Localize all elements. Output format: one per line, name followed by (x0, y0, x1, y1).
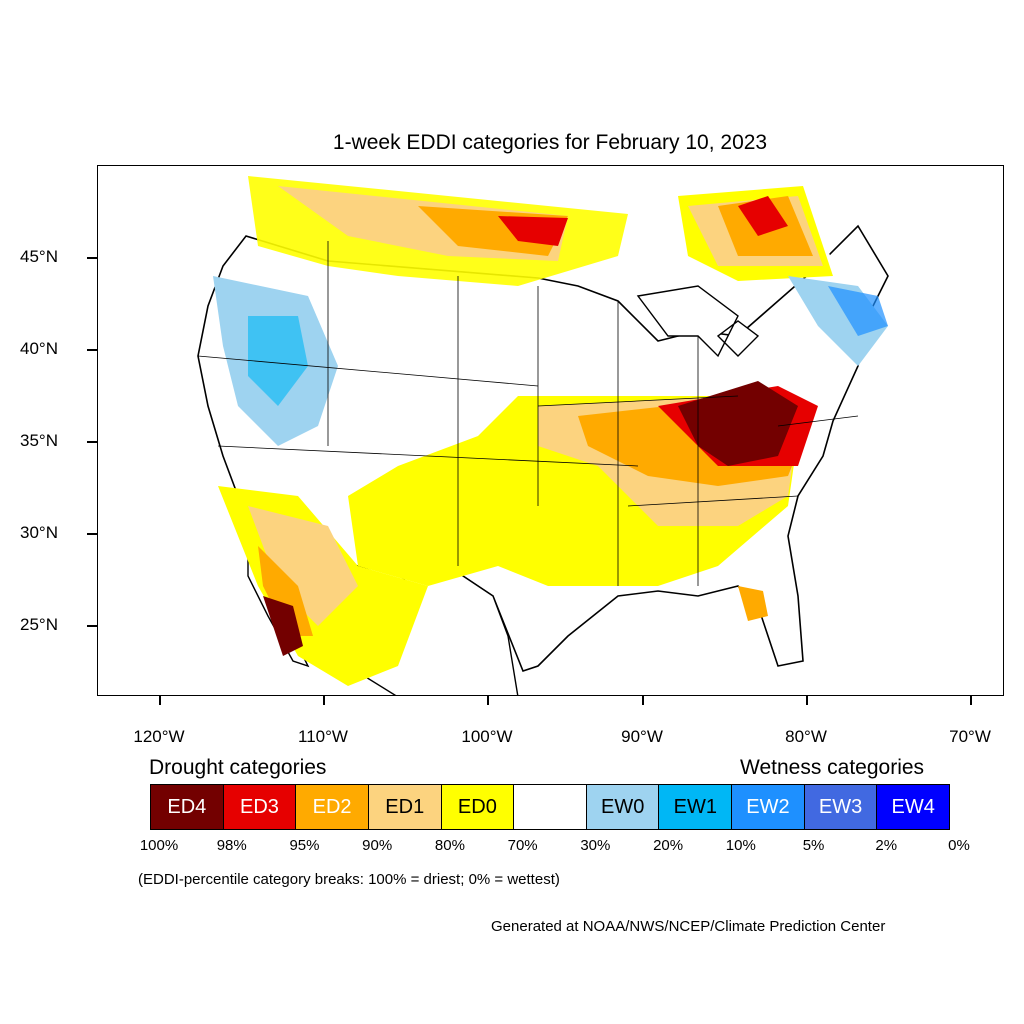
category-breaks-note: (EDDI-percentile category breaks: 100% =… (138, 871, 560, 888)
ed2-region-baja (258, 546, 313, 636)
great-lakes (636, 285, 760, 358)
lon-label: 70°W (949, 727, 991, 746)
legend-swatch-ew2: EW2 (732, 785, 805, 829)
percentile-label: 100% (139, 837, 179, 854)
lat-label: 40°N (20, 339, 58, 358)
lon-label: 120°W (133, 727, 185, 746)
percentile-label: 80% (434, 837, 465, 854)
legend-swatch-ed4: ED4 (151, 785, 224, 829)
map-panel (97, 165, 1004, 696)
ed4-region-baja (263, 596, 303, 656)
legend-swatch-ew3: EW3 (804, 785, 878, 829)
legend-swatch-ew4: EW4 (877, 785, 950, 829)
state-borders (197, 241, 859, 586)
percentile-label: 95% (289, 837, 320, 854)
legend-swatch-ed0: ED0 (441, 785, 515, 829)
legend-swatch-ed1: ED1 (368, 785, 442, 829)
lat-label: 35°N (20, 431, 58, 450)
percentile-label: 2% (875, 837, 898, 854)
lat-label: 30°N (20, 523, 58, 542)
lon-tick (159, 696, 161, 705)
category-legend: ED4 ED3 ED2 ED1 ED0 EW0 EW1 EW2 EW3 EW4 (150, 784, 950, 830)
lat-tick (87, 441, 97, 443)
percentile-label: 30% (580, 837, 611, 854)
eddi-map (197, 171, 889, 695)
lon-tick (323, 696, 325, 705)
lat-tick (87, 257, 97, 259)
lat-tick (87, 533, 97, 535)
lat-tick (87, 349, 97, 351)
percentile-label: 90% (362, 837, 393, 854)
ed4-region-ohio-valley (678, 381, 798, 466)
legend-swatch-ed3: ED3 (223, 785, 297, 829)
credit-line: Generated at NOAA/NWS/NCEP/Climate Predi… (491, 918, 886, 935)
lon-label: 90°W (621, 727, 663, 746)
ed1-region-southwest (248, 506, 358, 626)
ew1-region-northwest (248, 316, 308, 406)
percentile-label: 20% (653, 837, 684, 854)
percentile-label: 70% (507, 837, 538, 854)
lat-label: 45°N (20, 247, 58, 266)
lon-label: 100°W (461, 727, 513, 746)
lon-tick (642, 696, 644, 705)
ed3-region-northeast (738, 196, 788, 236)
percentile-label: 0% (948, 837, 970, 854)
wetness-categories-title: Wetness categories (740, 756, 925, 779)
legend-swatch-ew1: EW1 (659, 785, 733, 829)
lon-tick (806, 696, 808, 705)
lon-tick (970, 696, 972, 705)
map-title: 1-week EDDI categories for February 10, … (332, 131, 768, 154)
drought-categories-title: Drought categories (149, 756, 327, 779)
legend-swatch-ew0: EW0 (586, 785, 660, 829)
legend-swatch-ed2: ED2 (296, 785, 369, 829)
ew2-region-northeast (828, 286, 888, 336)
percentile-label: 5% (802, 837, 825, 854)
ed2-region-florida (738, 586, 768, 621)
lon-tick (487, 696, 489, 705)
legend-swatch-neutral (514, 785, 587, 829)
lat-label: 25°N (20, 615, 58, 634)
lon-label: 80°W (785, 727, 827, 746)
lat-tick (87, 625, 97, 627)
ed3-region-north (498, 216, 568, 246)
percentile-label: 98% (216, 837, 247, 854)
lon-label: 110°W (298, 727, 348, 746)
percentile-label: 10% (725, 837, 756, 854)
